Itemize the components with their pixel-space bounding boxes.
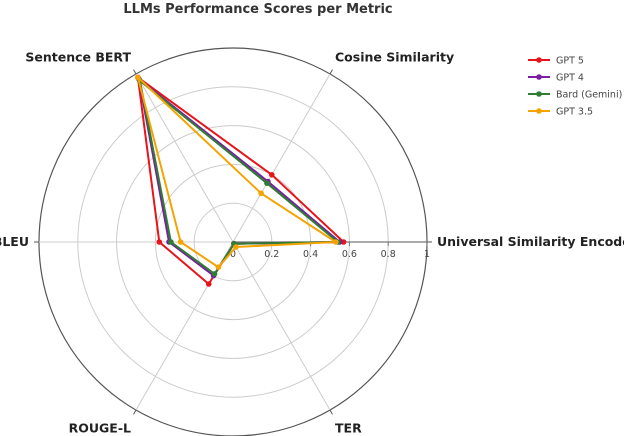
- axis-label-0: Universal Similarity Encoder: [437, 234, 624, 249]
- radial-tick-label: 0.6: [342, 249, 357, 260]
- radial-tick-labels: 0 0.2 0.4 0.6 0.8 1: [230, 249, 430, 260]
- data-series: [135, 74, 347, 287]
- legend: GPT 5 GPT 4 Bard (Gemini) GPT 3.5: [528, 56, 622, 118]
- axis-label-1: Cosine Similarity: [335, 49, 454, 64]
- legend-label-2: Bard (Gemini): [556, 90, 622, 101]
- legend-marker-1: [536, 74, 542, 80]
- data-point-s3-4: [215, 264, 222, 271]
- data-point-s3-5: [233, 244, 239, 250]
- legend-label-0: GPT 5: [556, 56, 584, 67]
- legend-marker-0: [536, 57, 542, 63]
- radial-tick-label: 0: [230, 249, 236, 260]
- spoke-5: [232, 241, 331, 411]
- spoke-2: [135, 73, 234, 243]
- data-point-s0-0: [340, 239, 347, 245]
- data-point-s0-1: [269, 171, 275, 178]
- axis-labels: Universal Similarity Encoder Cosine Simil…: [0, 49, 624, 435]
- angular-tick-mark-4: [133, 409, 137, 415]
- angular-tick-mark-2: [133, 69, 137, 75]
- data-point-s3-2: [135, 74, 141, 81]
- radial-tick-label: 1: [424, 249, 430, 260]
- spoke-1: [232, 73, 331, 243]
- axis-label-4: ROUGE-L: [69, 421, 131, 436]
- data-point-s0-3: [156, 239, 163, 245]
- legend-marker-3: [536, 108, 542, 114]
- data-point-s3-1: [258, 190, 264, 197]
- chart-title: LLMs Performance Scores per Metric: [123, 2, 392, 17]
- legend-label-3: GPT 3.5: [556, 107, 593, 118]
- legend-marker-2: [536, 91, 542, 97]
- axis-label-2: Sentence BERT: [25, 49, 131, 64]
- series-line-2: [138, 79, 339, 275]
- data-point-s0-4: [205, 281, 212, 287]
- data-point-s2-3: [168, 239, 174, 245]
- data-point-s2-4: [211, 271, 218, 277]
- radial-tick-label: 0.8: [381, 249, 396, 260]
- data-point-s2-1: [264, 180, 270, 186]
- angular-tick-mark-5: [329, 409, 333, 415]
- data-point-s3-3: [177, 239, 184, 245]
- axis-label-5: TER: [335, 421, 362, 436]
- legend-label-1: GPT 4: [556, 73, 584, 84]
- data-point-s3-0: [333, 239, 339, 245]
- radar-grid: [34, 47, 432, 436]
- angular-tick-mark-1: [329, 69, 333, 75]
- radial-tick-label: 0.4: [303, 249, 318, 260]
- axis-label-3: BLEU: [0, 234, 29, 249]
- radial-tick-label: 0.2: [264, 249, 279, 260]
